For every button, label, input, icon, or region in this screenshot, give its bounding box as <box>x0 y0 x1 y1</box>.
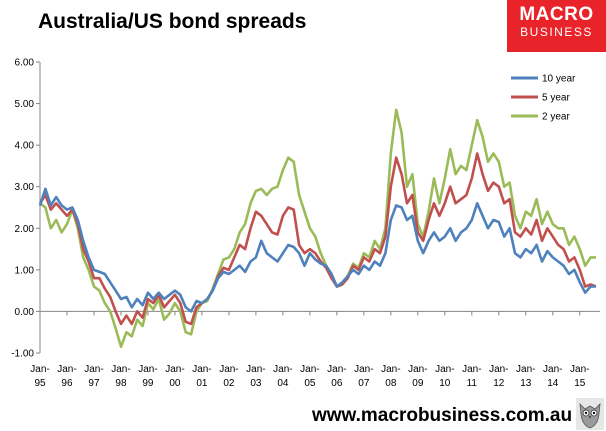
legend-label: 5 year <box>542 93 570 104</box>
x-tick-label: Jan-10 <box>435 364 454 389</box>
y-tick-label: 2.00 <box>15 224 35 235</box>
y-tick-label: 1.00 <box>15 265 35 276</box>
y-tick-label: -1.00 <box>11 349 34 360</box>
chart-legend: 10 year 5 year 2 year <box>511 74 576 123</box>
x-tick-label: Jan-15 <box>570 364 589 389</box>
x-tick-label: Jan-07 <box>354 364 373 389</box>
x-tick-label: Jan-04 <box>273 364 292 389</box>
x-tick-label: Jan-12 <box>489 364 508 389</box>
x-tick-label: Jan-00 <box>165 364 184 389</box>
x-axis-ticks: Jan-95 Jan-96 Jan-97 Jan-98 Jan-99 Jan-00 Jan-… <box>30 311 589 389</box>
chart-title: Australia/US bond spreads <box>38 10 307 33</box>
logo-line2: BUSINESS <box>520 25 593 39</box>
y-tick-label: 0.00 <box>15 307 35 318</box>
legend-label: 2 year <box>542 112 570 123</box>
logo-line1: MACRO <box>519 4 594 25</box>
y-tick-label: 6.00 <box>15 58 35 69</box>
macrobusiness-logo: MACRO BUSINESS <box>507 0 606 52</box>
y-tick-label: 5.00 <box>15 99 35 110</box>
series-line-10-year <box>38 187 596 313</box>
y-tick-label: 4.00 <box>15 141 35 152</box>
x-tick-label: Jan-98 <box>111 364 130 389</box>
chart-axes <box>39 62 600 353</box>
x-tick-label: Jan-09 <box>408 364 427 389</box>
y-tick-label: 3.00 <box>15 182 35 193</box>
series-line-2-year <box>39 108 596 349</box>
x-tick-label: Jan-06 <box>327 364 346 389</box>
legend-label: 10 year <box>542 74 576 85</box>
x-tick-label: Jan-99 <box>138 364 157 389</box>
x-tick-label: Jan-95 <box>30 364 49 389</box>
x-tick-label: Jan-14 <box>543 364 562 389</box>
series-line-5-year <box>38 152 597 326</box>
chart-series <box>38 108 597 349</box>
x-tick-label: Jan-03 <box>246 364 265 389</box>
x-tick-label: Jan-11 <box>462 364 481 389</box>
x-tick-label: Jan-01 <box>192 364 211 389</box>
x-tick-label: Jan-13 <box>516 364 535 389</box>
x-tick-label: Jan-02 <box>219 364 238 389</box>
y-axis-ticks: -1.00 0.00 1.00 2.00 3.00 4.00 5.00 6.00 <box>11 58 40 360</box>
x-tick-label: Jan-96 <box>57 364 76 389</box>
x-tick-label: Jan-05 <box>300 364 319 389</box>
owl-logo-icon <box>576 398 604 430</box>
x-tick-label: Jan-08 <box>381 364 400 389</box>
footer-url: www.macrobusiness.com.au <box>312 405 573 426</box>
x-tick-label: Jan-97 <box>84 364 103 389</box>
